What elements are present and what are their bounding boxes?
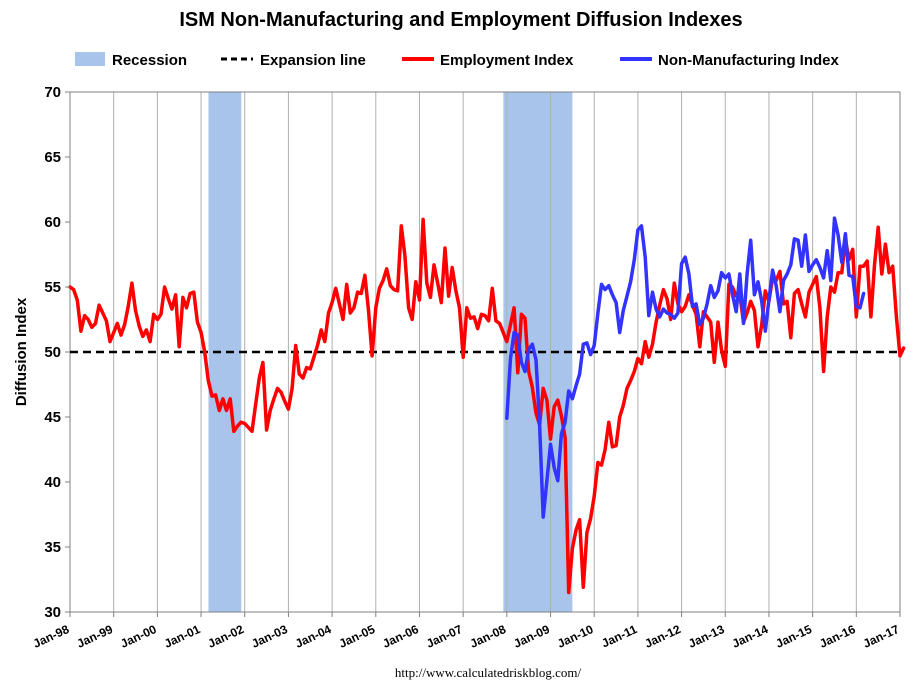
y-tick-label: 65	[44, 149, 61, 166]
x-tick-label: Jan-07	[424, 622, 465, 651]
x-tick-label: Jan-00	[118, 622, 159, 651]
employment-index-line	[68, 217, 906, 595]
source-url: http://www.calculatedriskblog.com/	[395, 665, 582, 680]
y-tick-label: 40	[44, 474, 61, 491]
non-manufacturing-index-line	[505, 216, 866, 519]
y-axis-label: Diffusion Index	[13, 297, 30, 406]
legend: Recession Expansion line Employment Inde…	[75, 52, 839, 69]
series-lines	[68, 216, 906, 595]
x-tick-label: Jan-06	[380, 622, 421, 651]
x-tick-label: Jan-05	[337, 622, 378, 651]
x-tick-label: Jan-09	[511, 622, 552, 651]
legend-employment-label: Employment Index	[440, 52, 574, 69]
y-tick-label: 70	[44, 84, 61, 101]
x-tick-label: Jan-13	[686, 622, 727, 651]
x-tick-label: Jan-01	[162, 622, 203, 651]
legend-nonmfg-label: Non-Manufacturing Index	[658, 52, 839, 69]
x-tick-label: Jan-98	[31, 622, 72, 651]
y-tick-label: 55	[44, 279, 61, 296]
x-tick-label: Jan-03	[249, 622, 290, 651]
x-tick-label: Jan-16	[817, 622, 858, 651]
y-tick-label: 50	[44, 344, 61, 361]
y-tick-label: 60	[44, 214, 61, 231]
x-tick-label: Jan-15	[774, 622, 815, 651]
legend-recession-swatch	[75, 52, 105, 66]
y-tick-label: 45	[44, 409, 61, 426]
x-tick-label: Jan-99	[75, 622, 116, 651]
legend-expansion-label: Expansion line	[260, 52, 366, 69]
x-tick-label: Jan-04	[293, 622, 334, 651]
x-tick-label: Jan-02	[206, 622, 247, 651]
legend-recession-label: Recession	[112, 52, 187, 69]
x-tick-label: Jan-12	[642, 622, 683, 651]
y-axis-ticks: 30 35 40 45 50 55 60 65 70	[44, 84, 70, 621]
chart-title: ISM Non-Manufacturing and Employment Dif…	[179, 9, 742, 31]
x-tick-label: Jan-11	[599, 622, 639, 651]
x-tick-label: Jan-10	[555, 622, 596, 651]
x-tick-label: Jan-08	[468, 622, 509, 651]
x-tick-label: Jan-17	[861, 622, 902, 651]
y-tick-label: 30	[44, 604, 61, 621]
y-tick-label: 35	[44, 539, 61, 556]
x-axis-ticks: Jan-98 Jan-99 Jan-00 Jan-01 Jan-02 Jan-03 Jan-…	[31, 612, 902, 651]
x-tick-label: Jan-14	[730, 622, 771, 651]
